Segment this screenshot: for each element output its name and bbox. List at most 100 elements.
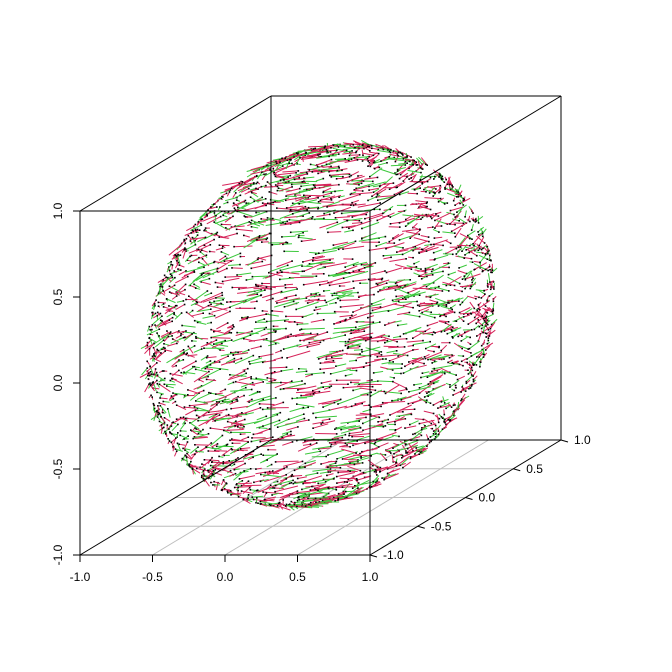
- vector-segment: [246, 236, 260, 242]
- vector-segment: [393, 453, 402, 458]
- vector-segment: [458, 218, 467, 224]
- data-point: [410, 156, 412, 158]
- vector-segment: [452, 218, 460, 222]
- vector-segment: [394, 415, 405, 423]
- vector-segment: [279, 176, 289, 181]
- data-point: [390, 148, 392, 151]
- data-point: [213, 300, 215, 303]
- data-point: [265, 338, 268, 340]
- data-point: [160, 393, 163, 396]
- vector-segment: [338, 492, 356, 500]
- data-point: [215, 393, 217, 395]
- vector-segment: [200, 364, 211, 370]
- vector-segment: [322, 399, 341, 408]
- data-point: [377, 446, 380, 448]
- data-point: [476, 309, 478, 312]
- vector-segment: [155, 290, 164, 297]
- vector-segment: [232, 396, 239, 401]
- vector-segment: [241, 196, 263, 209]
- data-point: [425, 250, 428, 252]
- data-point: [231, 442, 234, 444]
- data-point: [401, 287, 404, 289]
- data-point: [359, 282, 361, 284]
- data-point: [269, 202, 271, 205]
- vector-segment: [240, 447, 251, 450]
- vector-segment: [333, 326, 356, 330]
- data-point: [255, 285, 258, 287]
- vector-segment: [237, 332, 259, 335]
- data-point: [421, 372, 424, 374]
- data-point: [290, 183, 293, 186]
- data-point: [492, 313, 494, 315]
- data-point: [398, 239, 401, 241]
- data-point: [285, 297, 288, 299]
- data-point: [210, 308, 212, 310]
- vector-segment: [472, 233, 483, 245]
- vector-segment: [218, 391, 235, 400]
- data-point: [376, 474, 378, 476]
- vector-segment: [162, 425, 172, 435]
- vector-segment: [426, 293, 439, 298]
- data-point: [212, 484, 214, 486]
- data-point: [320, 156, 322, 158]
- vector-segment: [403, 326, 422, 335]
- vector-segment: [470, 272, 474, 279]
- vector-segment: [279, 241, 287, 245]
- vector-segment: [164, 417, 171, 422]
- data-point: [475, 364, 478, 366]
- vector-segment: [233, 470, 245, 481]
- vector-segment: [369, 167, 383, 178]
- data-point: [284, 199, 287, 202]
- vector-segment: [195, 336, 203, 341]
- data-point: [240, 484, 243, 487]
- vector-segment: [450, 206, 464, 212]
- data-point: [293, 164, 295, 166]
- vector-segment: [204, 479, 210, 487]
- data-point: [360, 221, 363, 224]
- data-point: [206, 366, 208, 368]
- vector-segment: [265, 298, 274, 302]
- data-point: [453, 389, 456, 392]
- data-point: [317, 489, 319, 492]
- data-point: [392, 182, 395, 184]
- vector-segment: [440, 305, 453, 310]
- vector-segment: [271, 412, 281, 416]
- data-point: [450, 230, 453, 233]
- data-point: [187, 275, 189, 278]
- data-point: [276, 189, 279, 192]
- data-point: [187, 394, 189, 396]
- data-point: [388, 150, 391, 153]
- data-point: [341, 349, 344, 352]
- data-point: [341, 169, 343, 172]
- vector-segment: [387, 469, 395, 475]
- vector-segment: [220, 399, 237, 405]
- vector-segment: [246, 399, 253, 403]
- data-point: [210, 442, 213, 444]
- vector-segment: [457, 190, 463, 198]
- data-point: [173, 311, 175, 314]
- vector-segment: [290, 208, 297, 211]
- data-point: [352, 475, 355, 478]
- data-point: [266, 459, 268, 461]
- data-point: [261, 202, 264, 204]
- data-point: [232, 215, 234, 218]
- data-point: [261, 408, 264, 411]
- data-point: [379, 208, 381, 211]
- data-point: [171, 264, 174, 266]
- vector-segment: [238, 376, 252, 381]
- data-point: [157, 349, 159, 352]
- data-point: [483, 319, 486, 322]
- vector-segment: [459, 233, 471, 240]
- data-point: [368, 161, 371, 164]
- vector-segment: [170, 373, 183, 377]
- data-point: [210, 321, 212, 324]
- data-point: [168, 291, 171, 293]
- data-point: [392, 150, 395, 152]
- vector-segment: [199, 459, 211, 469]
- data-point: [277, 187, 280, 189]
- vector-segment: [278, 495, 290, 501]
- vector-segment: [332, 294, 355, 297]
- vector-segment: [379, 287, 386, 291]
- data-point: [461, 278, 464, 280]
- data-point: [226, 322, 229, 324]
